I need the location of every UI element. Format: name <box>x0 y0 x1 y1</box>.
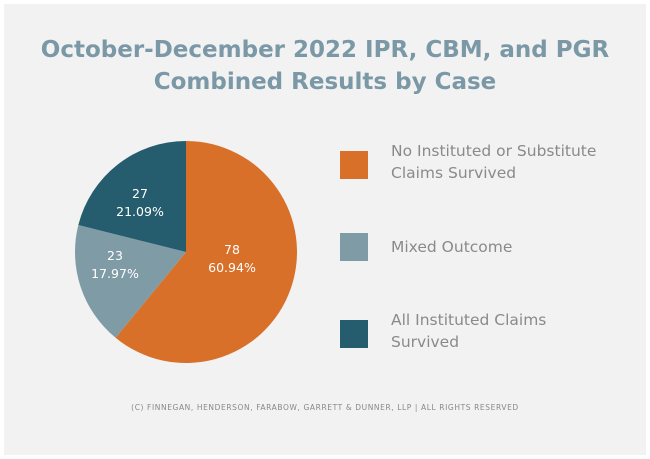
chart-title: October-December 2022 IPR, CBM, and PGR … <box>4 34 646 98</box>
chart-title-line-1: October-December 2022 IPR, CBM, and PGR <box>40 37 610 63</box>
pie-slice-no-instituted <box>115 141 297 363</box>
legend-label-no-instituted: No Instituted or Substitute Claims Survi… <box>391 140 641 184</box>
legend-label-line: Mixed Outcome <box>391 238 513 256</box>
slice-label-mixed-count: 23 <box>107 248 123 263</box>
pie-labels: 78 60.94% 23 17.97% 27 21.09% <box>91 186 256 281</box>
legend-swatch-no-instituted <box>340 151 368 179</box>
copyright-footer: (C) FINNEGAN, HENDERSON, FARABOW, GARRET… <box>131 403 519 412</box>
legend-label-line: Claims Survived <box>391 164 517 182</box>
legend-label-all-instituted: All Instituted Claims Survived <box>391 309 641 353</box>
pie-slice-all-instituted <box>78 141 186 252</box>
legend-label-mixed: Mixed Outcome <box>391 236 641 258</box>
slice-label-all-instituted-count: 27 <box>132 186 148 201</box>
chart-frame: October-December 2022 IPR, CBM, and PGR … <box>4 4 646 455</box>
legend-label-line: All Instituted Claims <box>391 311 547 329</box>
legend-swatch-all-instituted <box>340 320 368 348</box>
slice-label-no-instituted-percent: 60.94% <box>208 260 256 275</box>
slice-label-all-instituted-percent: 21.09% <box>116 204 164 219</box>
pie-slice-mixed <box>75 225 186 338</box>
pie-slices <box>75 141 297 363</box>
pie-chart: 78 60.94% 23 17.97% 27 21.09% <box>75 141 297 363</box>
legend-swatch-mixed <box>340 233 368 261</box>
slice-label-no-instituted-count: 78 <box>224 242 240 257</box>
legend-label-line: No Instituted or Substitute <box>391 142 597 160</box>
slice-label-mixed-percent: 17.97% <box>91 266 139 281</box>
chart-title-line-2: Combined Results by Case <box>153 69 497 95</box>
legend-label-line: Survived <box>391 333 460 351</box>
